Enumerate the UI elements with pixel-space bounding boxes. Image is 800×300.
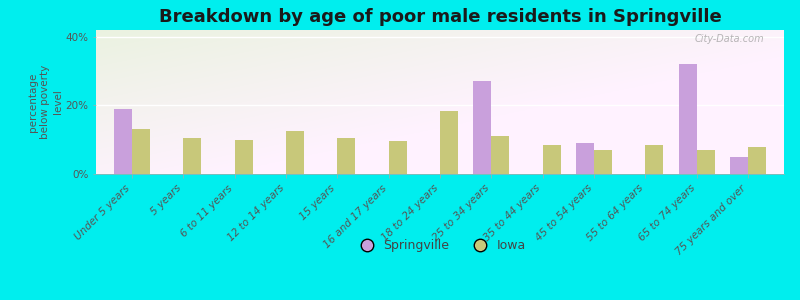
Bar — [646, 145, 663, 174]
Bar — [440, 111, 458, 174]
Bar — [286, 131, 304, 174]
Y-axis label: percentage
below poverty
level: percentage below poverty level — [28, 65, 62, 139]
Bar — [748, 147, 766, 174]
Bar — [542, 145, 561, 174]
Bar — [132, 129, 150, 174]
Legend: Springville, Iowa: Springville, Iowa — [350, 234, 530, 257]
Bar — [474, 81, 491, 174]
Bar — [697, 150, 714, 174]
Text: City-Data.com: City-Data.com — [694, 34, 764, 44]
Bar — [338, 138, 355, 174]
Bar — [594, 150, 612, 174]
Bar — [678, 64, 697, 174]
Bar — [114, 109, 132, 174]
Bar — [491, 136, 510, 174]
Title: Breakdown by age of poor male residents in Springville: Breakdown by age of poor male residents … — [158, 8, 722, 26]
Bar — [389, 141, 406, 174]
Bar — [183, 138, 202, 174]
Bar — [730, 157, 748, 174]
Bar — [576, 143, 594, 174]
Bar — [234, 140, 253, 174]
